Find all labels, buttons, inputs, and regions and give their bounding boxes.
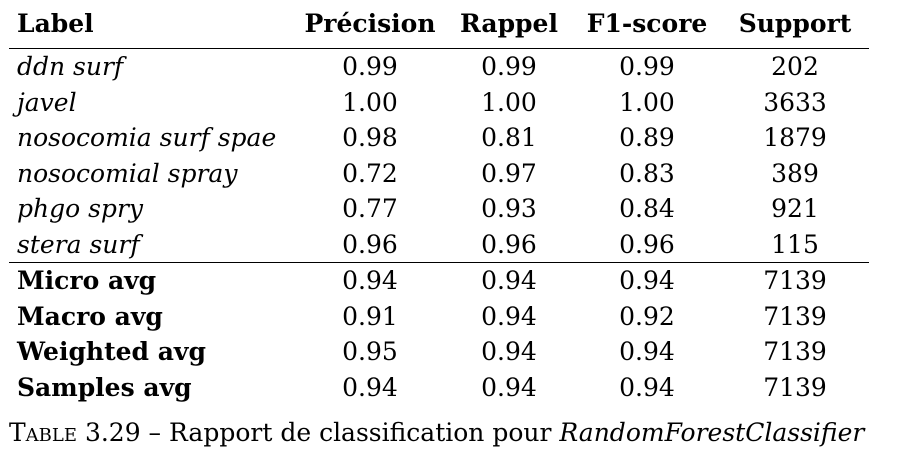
table-row: nosocomia surf spae 0.98 0.81 0.89 1879 (9, 120, 869, 156)
average-label: Macro avg (17, 301, 163, 331)
table-row: javel 1.00 1.00 1.00 3633 (9, 85, 869, 121)
cell-support: 7139 (763, 301, 827, 331)
cell-support: 7139 (763, 372, 827, 402)
average-row: Samples avg 0.94 0.94 0.94 7139 (9, 370, 869, 406)
row-label: nosocomial spray (17, 158, 238, 188)
cell-recall: 0.99 (481, 52, 537, 81)
cell-recall: 0.81 (481, 123, 537, 152)
caption-text: Rapport de classification pour (169, 418, 560, 447)
cell-f1: 0.94 (619, 337, 675, 366)
cell-support: 1879 (763, 123, 827, 152)
cell-precision: 1.00 (342, 87, 398, 117)
cell-precision: 0.99 (342, 52, 398, 81)
cell-precision: 0.94 (342, 372, 398, 402)
caption-table-number: Table 3.29 (9, 418, 141, 447)
table-caption: Table 3.29 – Rapport de classification p… (9, 418, 864, 448)
cell-precision: 0.96 (342, 229, 398, 259)
cell-f1: 0.94 (619, 266, 675, 295)
cell-f1: 1.00 (619, 87, 675, 117)
cell-support: 7139 (763, 266, 827, 295)
classification-report-table: Label Précision Rappel F1-score Support … (9, 0, 869, 405)
cell-support: 7139 (763, 337, 827, 366)
cell-precision: 0.94 (342, 266, 398, 295)
cell-recall: 0.97 (481, 158, 537, 188)
header-support: Support (738, 9, 852, 38)
header-f1-score: F1-score (586, 9, 708, 38)
cell-recall: 0.93 (481, 194, 537, 223)
average-label: Samples avg (17, 372, 192, 402)
average-row: Micro avg 0.94 0.94 0.94 7139 (9, 262, 869, 299)
cell-recall: 0.94 (481, 301, 537, 331)
average-label: Micro avg (17, 266, 157, 295)
cell-precision: 0.95 (342, 337, 398, 366)
cell-f1: 0.94 (619, 372, 675, 402)
row-label: ddn surf (17, 52, 124, 81)
cell-f1: 0.99 (619, 52, 675, 81)
cell-support: 921 (771, 194, 819, 223)
average-label: Weighted avg (17, 337, 206, 366)
cell-support: 115 (771, 229, 819, 259)
cell-support: 389 (771, 158, 819, 188)
cell-precision: 0.72 (342, 158, 398, 188)
row-label: phgo spry (17, 194, 144, 223)
cell-support: 202 (771, 52, 819, 81)
cell-recall: 0.94 (481, 372, 537, 402)
average-row: Macro avg 0.91 0.94 0.92 7139 (9, 299, 869, 335)
row-label: javel (17, 87, 77, 117)
cell-support: 3633 (763, 87, 827, 117)
header-label: Label (17, 9, 94, 38)
table-header: Label Précision Rappel F1-score Support (9, 0, 869, 49)
cell-recall: 0.96 (481, 229, 537, 259)
caption-dash: – (140, 418, 170, 447)
cell-f1: 0.83 (619, 158, 675, 188)
cell-precision: 0.77 (342, 194, 398, 223)
cell-f1: 0.92 (619, 301, 675, 331)
header-precision: Précision (304, 9, 436, 38)
cell-f1: 0.96 (619, 229, 675, 259)
table-body: ddn surf 0.99 0.99 0.99 202 javel 1.00 1… (9, 49, 869, 406)
cell-recall: 0.94 (481, 337, 537, 366)
row-label: stera surf (17, 229, 140, 259)
cell-precision: 0.98 (342, 123, 398, 152)
row-label: nosocomia surf spae (17, 123, 277, 152)
table-row: nosocomial spray 0.72 0.97 0.83 389 (9, 156, 869, 192)
cell-recall: 0.94 (481, 266, 537, 295)
cell-precision: 0.91 (342, 301, 398, 331)
cell-recall: 1.00 (481, 87, 537, 117)
table-row: phgo spry 0.77 0.93 0.84 921 (9, 191, 869, 227)
header-recall: Rappel (460, 9, 558, 38)
cell-f1: 0.84 (619, 194, 675, 223)
table-row: ddn surf 0.99 0.99 0.99 202 (9, 49, 869, 85)
caption-classifier-name: RandomForestClassifier (559, 418, 865, 447)
report-table: Label Précision Rappel F1-score Support … (9, 0, 869, 405)
average-row: Weighted avg 0.95 0.94 0.94 7139 (9, 334, 869, 370)
table-row: stera surf 0.96 0.96 0.96 115 (9, 227, 869, 263)
cell-f1: 0.89 (619, 123, 675, 152)
header-row: Label Précision Rappel F1-score Support (9, 0, 869, 49)
